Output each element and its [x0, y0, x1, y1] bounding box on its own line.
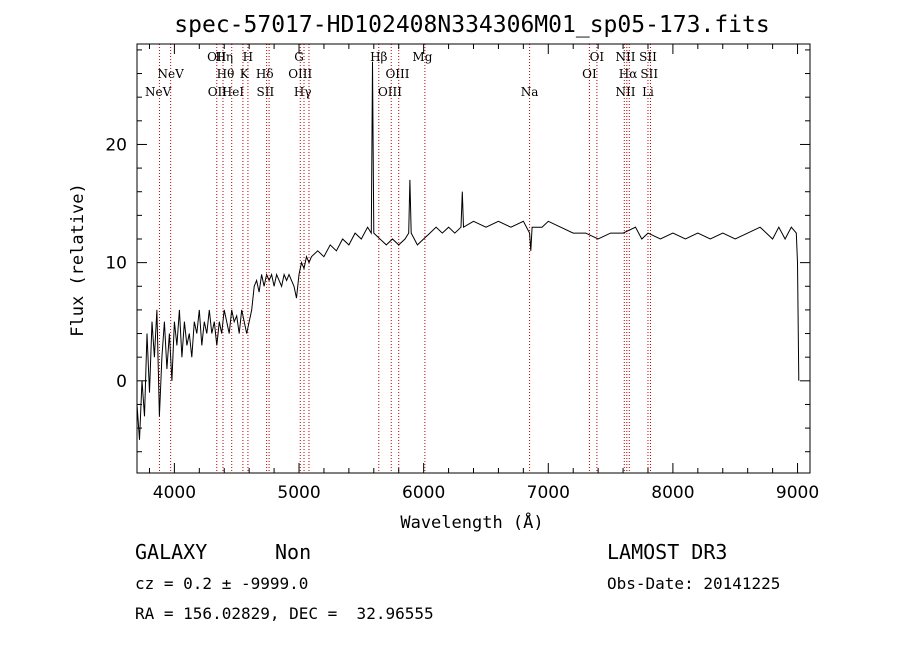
line-label-8: K: [240, 67, 250, 81]
line-label-14: Hβ: [370, 50, 387, 64]
subclass: Non: [275, 540, 312, 564]
x-tick-label-1: 5000: [277, 483, 320, 503]
line-label-1: NeV: [158, 67, 185, 81]
plot-frame: [136, 43, 811, 474]
line-label-2: OII: [207, 50, 227, 64]
axis-ticks: 4000 5000 6000 7000 8000 9000 0 10 20: [105, 44, 819, 503]
chart-title: spec-57017-HD102408N334306M01_sp05-173.f…: [174, 12, 769, 38]
line-label-18: Na: [521, 85, 539, 99]
line-label-9: Hδ: [256, 67, 274, 81]
line-label-5: OII: [208, 85, 228, 99]
line-label-0: NeV: [145, 85, 172, 99]
line-label-23: NII: [616, 85, 636, 99]
x-tick-label-2: 6000: [402, 483, 445, 503]
line-label-25: SII: [640, 67, 658, 81]
coordinates: RA = 156.02829, DEC = 32.96555: [135, 604, 434, 623]
y-tick-label-0: 0: [116, 372, 127, 392]
x-tick-label-3: 7000: [527, 483, 570, 503]
line-label-12: OIII: [288, 67, 312, 81]
line-label-24: SII: [639, 50, 657, 64]
classification: GALAXY: [135, 540, 208, 564]
x-tick-label-5: 9000: [776, 483, 819, 503]
line-label-19: OI: [590, 50, 605, 64]
x-tick-label-4: 8000: [651, 483, 694, 503]
redshift-info: cz = 0.2 ± -9999.0: [135, 574, 309, 593]
x-tick-label-0: 4000: [153, 483, 196, 503]
line-label-17: Mg: [412, 50, 432, 64]
line-label-21: NII: [616, 50, 636, 64]
line-label-16: OIII: [378, 85, 402, 99]
survey-name: LAMOST DR3: [607, 540, 728, 564]
line-label-4: Hθ: [217, 67, 235, 81]
line-label-20: OI: [582, 67, 597, 81]
line-label-10: SII: [257, 85, 275, 99]
emission-line-markers: [158, 44, 651, 473]
line-label-3: Hη: [215, 50, 233, 64]
line-label-26: Li: [642, 85, 654, 99]
line-label-13: Hγ: [294, 85, 312, 99]
y-tick-label-2: 20: [105, 135, 127, 155]
x-axis-label: Wavelength (Å): [400, 511, 543, 533]
line-label-11: G: [294, 50, 304, 64]
spectrum-line: [136, 61, 800, 440]
y-axis-label: Flux (relative): [68, 183, 88, 337]
obs-date: Obs-Date: 20141225: [607, 574, 781, 593]
line-label-6: HeI: [222, 85, 245, 99]
line-label-7: H: [243, 50, 253, 64]
line-label-15: OIII: [385, 67, 409, 81]
y-tick-label-1: 10: [105, 254, 127, 274]
line-label-22: Hα: [619, 67, 638, 81]
